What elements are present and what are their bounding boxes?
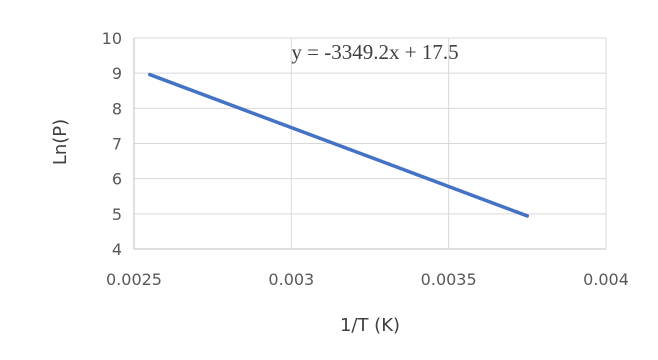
x-tick-label: 0.003 (268, 270, 314, 289)
y-tick-label: 9 (112, 64, 122, 83)
y-tick-label: 7 (112, 135, 122, 154)
x-tick-label: 0.004 (583, 270, 629, 289)
series-layer (147, 72, 530, 218)
grid (133, 37, 607, 250)
y-tick-label: 5 (112, 205, 122, 224)
y-axis-label: Ln(P) (50, 119, 71, 165)
y-tick-label: 8 (112, 99, 122, 118)
y-tick-label: 6 (112, 170, 122, 189)
series-line (147, 72, 530, 218)
y-axis-ticks: 4 5 6 7 8 9 10 (102, 29, 122, 259)
trendline-equation: y = -3349.2x + 17.5 (291, 40, 458, 64)
y-tick-label: 4 (112, 240, 122, 259)
x-axis-ticks: 0.0025 0.003 0.0035 0.004 (106, 270, 629, 289)
x-axis-label: 1/T (K) (340, 315, 400, 336)
y-tick-label: 10 (102, 29, 122, 48)
x-tick-label: 0.0025 (106, 270, 162, 289)
x-tick-label: 0.0035 (421, 270, 477, 289)
